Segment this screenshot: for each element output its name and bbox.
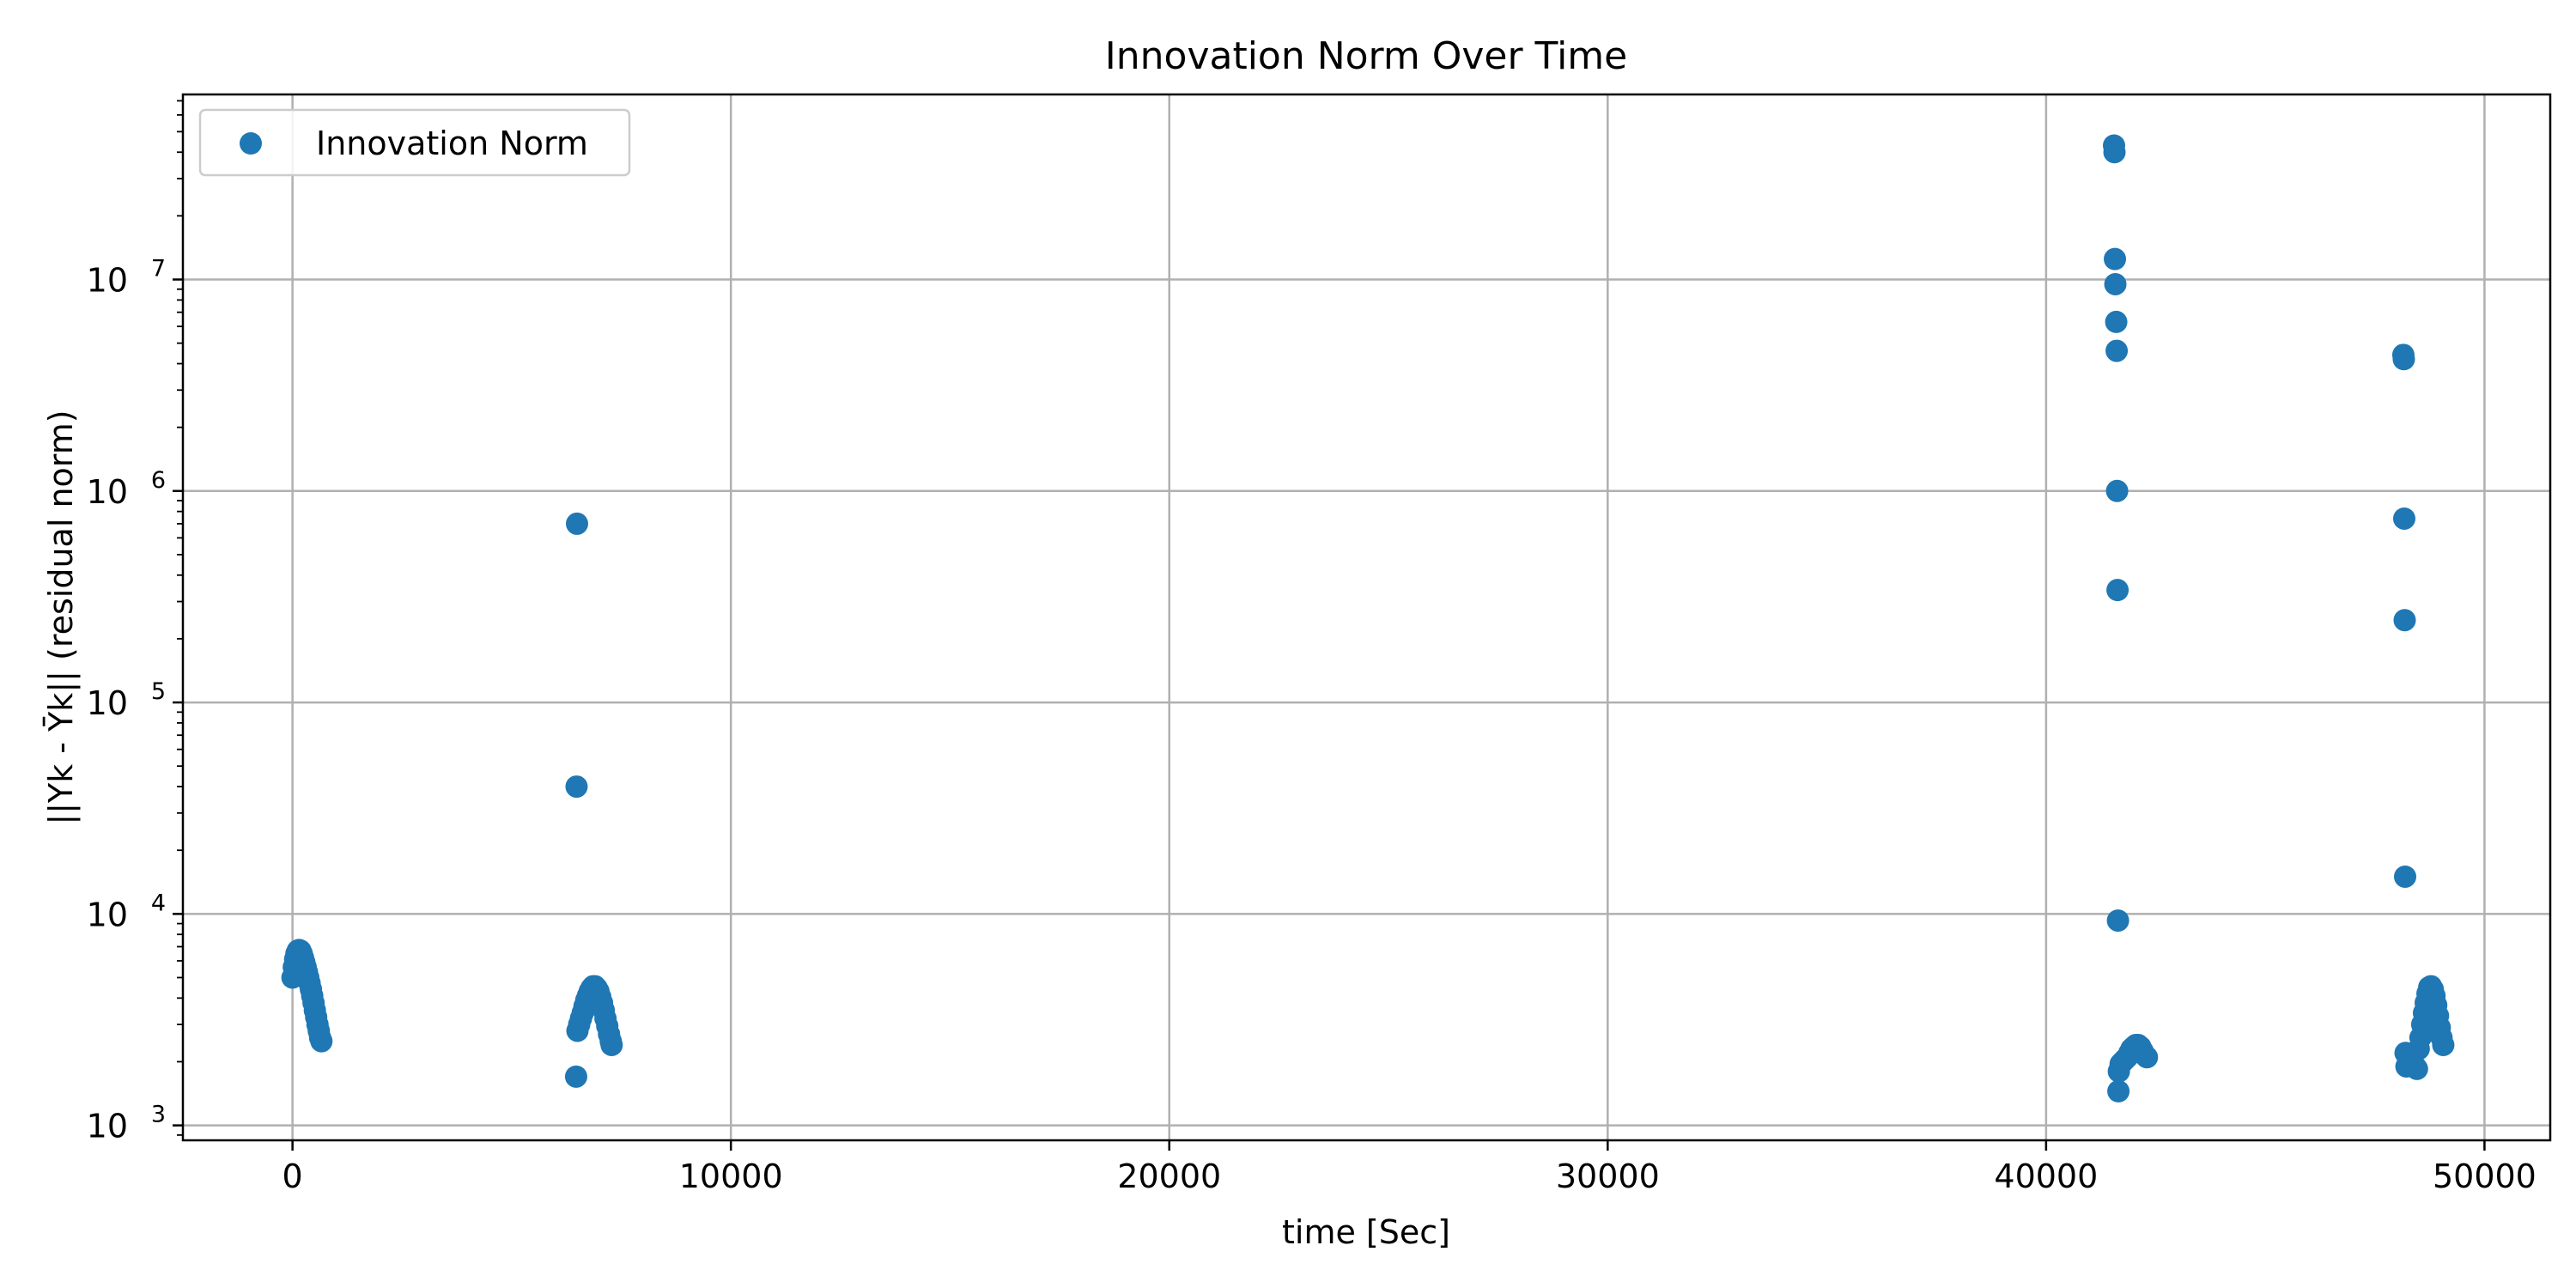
data-point	[2393, 609, 2416, 632]
data-point	[564, 1065, 587, 1088]
y-tick-label-exponent: 3	[151, 1102, 166, 1128]
legend: Innovation Norm	[198, 108, 631, 177]
data-point	[2136, 1046, 2159, 1069]
data-point	[2104, 272, 2127, 295]
legend-marker	[240, 132, 262, 155]
y-axis-ticks: 10 3 10 4 10 5 10 6 10 7	[87, 100, 183, 1145]
y-tick-label: 10	[87, 896, 128, 933]
data-point	[565, 512, 588, 535]
x-tick-label: 20000	[1117, 1157, 1221, 1195]
y-tick-label-exponent: 5	[151, 678, 166, 705]
data-point	[2106, 579, 2129, 602]
data-point	[600, 1033, 623, 1056]
legend-box	[198, 108, 631, 177]
data-points	[281, 134, 2455, 1103]
chart-title: Innovation Norm Over Time	[1105, 34, 1627, 78]
data-point	[2104, 247, 2127, 270]
y-tick-label: 10	[87, 262, 128, 300]
data-point	[2105, 479, 2129, 502]
data-point	[2106, 909, 2129, 933]
x-tick-label: 30000	[1556, 1157, 1660, 1195]
data-point	[2392, 348, 2415, 371]
x-axis-label: time [Sec]	[1282, 1213, 1450, 1251]
x-axis-ticks: 0 10000 20000 30000 40000 50000	[283, 1140, 2537, 1195]
y-axis-label: ||Yk - Ȳk|| (residual norm)	[42, 410, 81, 824]
data-point	[2405, 1057, 2428, 1080]
data-point	[2105, 339, 2129, 362]
grid	[183, 94, 2550, 1140]
legend-label: Innovation Norm	[316, 125, 588, 162]
data-point	[2105, 310, 2128, 333]
data-point	[2432, 1033, 2455, 1056]
data-point	[2394, 865, 2417, 888]
x-tick-label: 40000	[1994, 1157, 2098, 1195]
x-tick-label: 50000	[2433, 1157, 2537, 1195]
x-tick-label: 0	[283, 1157, 303, 1195]
data-point	[2107, 1079, 2130, 1103]
data-point	[2103, 141, 2126, 164]
data-point	[565, 775, 588, 799]
y-tick-label-exponent: 7	[151, 256, 166, 283]
data-point	[2392, 507, 2415, 530]
plot-frame	[181, 93, 2552, 1142]
y-tick-label-exponent: 4	[151, 890, 166, 916]
y-tick-label-exponent: 6	[151, 467, 166, 494]
x-tick-label: 10000	[679, 1157, 783, 1195]
data-point	[310, 1030, 333, 1053]
y-tick-label: 10	[87, 473, 128, 511]
y-tick-label: 10	[87, 684, 128, 722]
y-tick-label: 10	[87, 1108, 128, 1145]
plot-area	[183, 94, 2550, 1140]
